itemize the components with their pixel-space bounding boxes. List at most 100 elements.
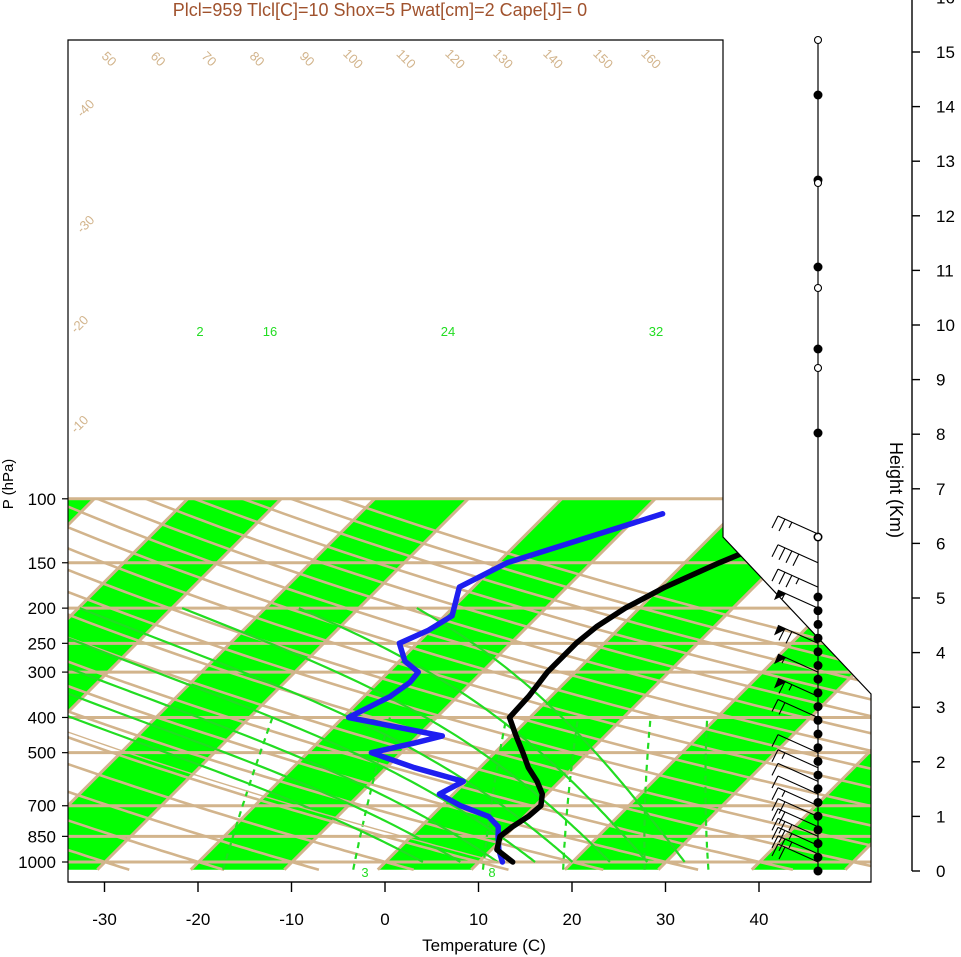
pressure-tick-label: 1000	[18, 853, 56, 872]
wind-barb	[771, 835, 819, 855]
wind-level-marker	[813, 729, 823, 739]
dry-adiabat-line	[96, 497, 871, 871]
dry-adiabat-label: 70	[199, 48, 220, 69]
dry-adiabat-line	[68, 497, 871, 871]
moist-adiabat-line	[79, 607, 574, 863]
dry-adiabat-line	[68, 497, 871, 871]
dry-adiabat-line	[68, 497, 871, 871]
wind-barb	[771, 826, 819, 846]
mixing-ratio-label: 24	[441, 324, 455, 339]
wind-level-marker	[813, 344, 823, 354]
wind-level-marker	[813, 647, 823, 657]
isotherm-line	[68, 497, 189, 871]
pressure-tick-label: 100	[28, 490, 56, 509]
dry-adiabat-line	[68, 497, 794, 871]
isotherm-label: -30	[74, 212, 98, 236]
isotherm-line	[96, 497, 470, 871]
pressure-tick-label: 400	[28, 708, 56, 727]
wind-level-marker	[813, 90, 823, 100]
temperature-tick-label: 10	[469, 910, 488, 929]
dry-adiabat-label: 110	[394, 46, 419, 71]
wind-level-marker	[813, 428, 823, 438]
wind-level-marker	[813, 674, 823, 684]
wind-barb-column	[771, 35, 823, 876]
dry-adiabat-line	[68, 497, 871, 871]
height-tick-label: 12	[936, 207, 955, 226]
mixing-ratio-label: 2	[196, 324, 203, 339]
height-tick-label: 13	[936, 152, 955, 171]
mixing-ratio-line	[481, 717, 508, 870]
dry-adiabat-label: 80	[247, 48, 268, 69]
temperature-tick-label: 20	[563, 910, 582, 929]
pressure-tick-label: 300	[28, 663, 56, 682]
height-tick-label: 16	[936, 0, 955, 7]
wind-level-marker	[813, 839, 823, 849]
isotherm-label: 30	[748, 455, 769, 476]
dry-adiabat-label: 60	[148, 48, 169, 69]
dry-adiabat-label: 100	[340, 46, 366, 72]
wind-barb	[771, 843, 819, 863]
wind-level-marker	[813, 619, 823, 629]
pressure-tick-label: 850	[28, 827, 56, 846]
dry-adiabat-line	[290, 497, 871, 871]
moist-adiabat-line	[68, 607, 499, 863]
dry-adiabat-label: 150	[590, 46, 616, 72]
wind-level-marker	[813, 606, 823, 616]
temperature-tick-label: -30	[92, 910, 117, 929]
isotherm-line	[68, 497, 283, 871]
wind-level-marker-open	[813, 178, 823, 188]
mixing-ratio-line	[562, 717, 580, 870]
isotherm-label: 20	[728, 341, 749, 362]
temperature-band	[751, 498, 871, 870]
mixing-ratio-label: 8	[488, 865, 495, 880]
dry-adiabat-line	[68, 497, 871, 871]
wind-level-marker	[813, 633, 823, 643]
temperature-tick-label: -10	[279, 910, 304, 929]
isotherm-line	[0, 499, 1, 870]
height-tick-label: 2	[936, 753, 945, 772]
wind-barb	[774, 677, 819, 697]
height-tick-label: 6	[936, 534, 945, 553]
moist-adiabat-line	[68, 607, 424, 863]
wind-level-marker	[813, 702, 823, 712]
dry-adiabat-line	[68, 497, 509, 871]
isotherm-label: 10	[728, 231, 749, 252]
wind-level-marker	[813, 770, 823, 780]
wind-level-marker	[813, 852, 823, 862]
mixing-ratio-line	[704, 717, 710, 870]
mixing-ratio-label: 32	[649, 324, 663, 339]
dry-adiabat-label: 50	[99, 48, 120, 69]
wind-level-marker	[813, 825, 823, 835]
height-tick-label: 7	[936, 480, 945, 499]
isotherm-line	[376, 497, 750, 871]
height-tick-label: 5	[936, 589, 945, 608]
temperature-band	[377, 498, 843, 870]
wind-level-marker-open	[813, 532, 823, 542]
wind-barb	[771, 762, 819, 782]
pressure-tick-label: 200	[28, 599, 56, 618]
wind-barb	[771, 775, 819, 795]
wind-barb	[771, 808, 819, 828]
isotherm-line	[657, 497, 871, 871]
dry-adiabat-line	[242, 497, 871, 871]
height-tick-label: 1	[936, 807, 945, 826]
dry-adiabat-line	[193, 497, 871, 871]
mixing-ratio-line	[352, 717, 392, 870]
dry-adiabat-line	[145, 497, 871, 871]
pressure-tick-label: 500	[28, 744, 56, 763]
height-tick-label: 0	[936, 862, 945, 881]
wind-level-marker	[813, 715, 823, 725]
mixing-ratio-label: 3	[361, 865, 368, 880]
dry-adiabat-line	[68, 497, 415, 871]
wind-barb	[774, 653, 819, 673]
moist-adiabat-line	[68, 607, 536, 863]
wind-level-marker-open	[813, 363, 823, 373]
wind-barb	[774, 589, 819, 609]
wind-barb	[771, 817, 819, 837]
height-tick-label: 11	[936, 261, 954, 280]
temperature-tick-label: 40	[750, 910, 769, 929]
sounding-profiles	[345, 511, 849, 865]
temperature-band	[564, 498, 871, 870]
